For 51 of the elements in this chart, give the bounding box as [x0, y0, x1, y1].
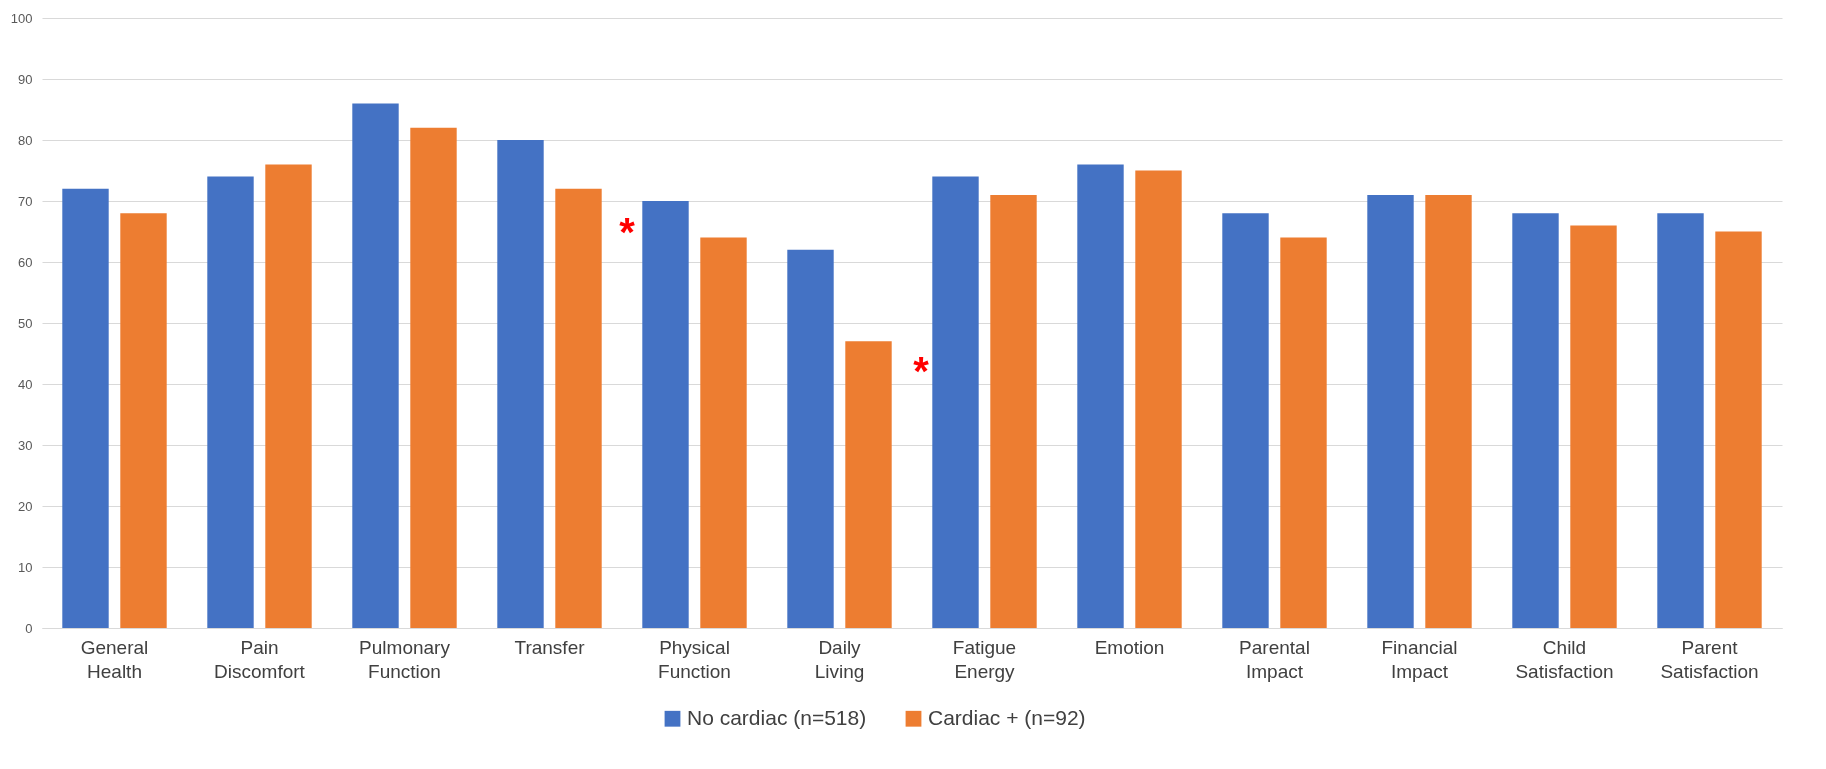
y-tick-label: 70	[18, 193, 33, 209]
x-tick-label: Pulmonary Function	[359, 636, 451, 682]
bar	[1367, 194, 1414, 628]
bar	[845, 341, 892, 628]
x-tick-label: Pain Discomfort	[214, 636, 306, 682]
bar	[1715, 231, 1762, 628]
x-tick-label: Transfer	[514, 636, 586, 658]
bar	[410, 127, 457, 628]
x-tick-label: Emotion	[1094, 636, 1165, 658]
bar	[1425, 194, 1472, 628]
legend-label: Cardiac + (n=92)	[928, 705, 1086, 729]
y-tick-label: 40	[18, 376, 33, 392]
y-tick-label: 50	[18, 315, 33, 331]
y-tick-label: 0	[25, 620, 33, 636]
bar	[555, 188, 602, 628]
annotation: *	[913, 349, 930, 393]
legend-label: No cardiac (n=518)	[687, 705, 867, 729]
bar	[207, 176, 254, 628]
bar	[120, 213, 167, 628]
bar	[62, 188, 109, 628]
x-tick-label: Parent Satisfaction	[1660, 636, 1759, 682]
bar	[1280, 237, 1327, 628]
bar	[1657, 213, 1704, 628]
bar	[1077, 164, 1124, 628]
bar	[642, 201, 689, 628]
bar	[1512, 213, 1559, 628]
bar	[265, 164, 312, 628]
bar	[787, 249, 834, 628]
bar	[1570, 225, 1617, 628]
y-tick-label: 80	[18, 132, 33, 148]
x-tick-label: Fatigue Energy	[952, 636, 1017, 682]
y-tick-label: 90	[18, 71, 33, 87]
annotation: *	[619, 210, 636, 254]
y-tick-label: 20	[18, 498, 33, 514]
x-tick-label: General Health	[80, 636, 149, 682]
x-tick-label: Child Satisfaction	[1515, 636, 1614, 682]
bar	[700, 237, 747, 628]
x-tick-label: Parental Impact	[1239, 636, 1310, 682]
bar	[352, 103, 399, 628]
bar	[497, 140, 544, 628]
bar	[1135, 170, 1182, 628]
bar	[990, 194, 1037, 628]
x-tick-label: Financial Impact	[1381, 636, 1458, 682]
y-tick-label: 30	[18, 437, 33, 453]
x-tick-label: Daily Living	[814, 636, 865, 682]
bar	[1222, 213, 1269, 628]
y-tick-label: 100	[10, 10, 33, 26]
x-tick-label: Physical Function	[658, 636, 731, 682]
y-tick-label: 60	[18, 254, 33, 270]
y-tick-label: 10	[18, 559, 33, 575]
bar	[932, 176, 979, 628]
